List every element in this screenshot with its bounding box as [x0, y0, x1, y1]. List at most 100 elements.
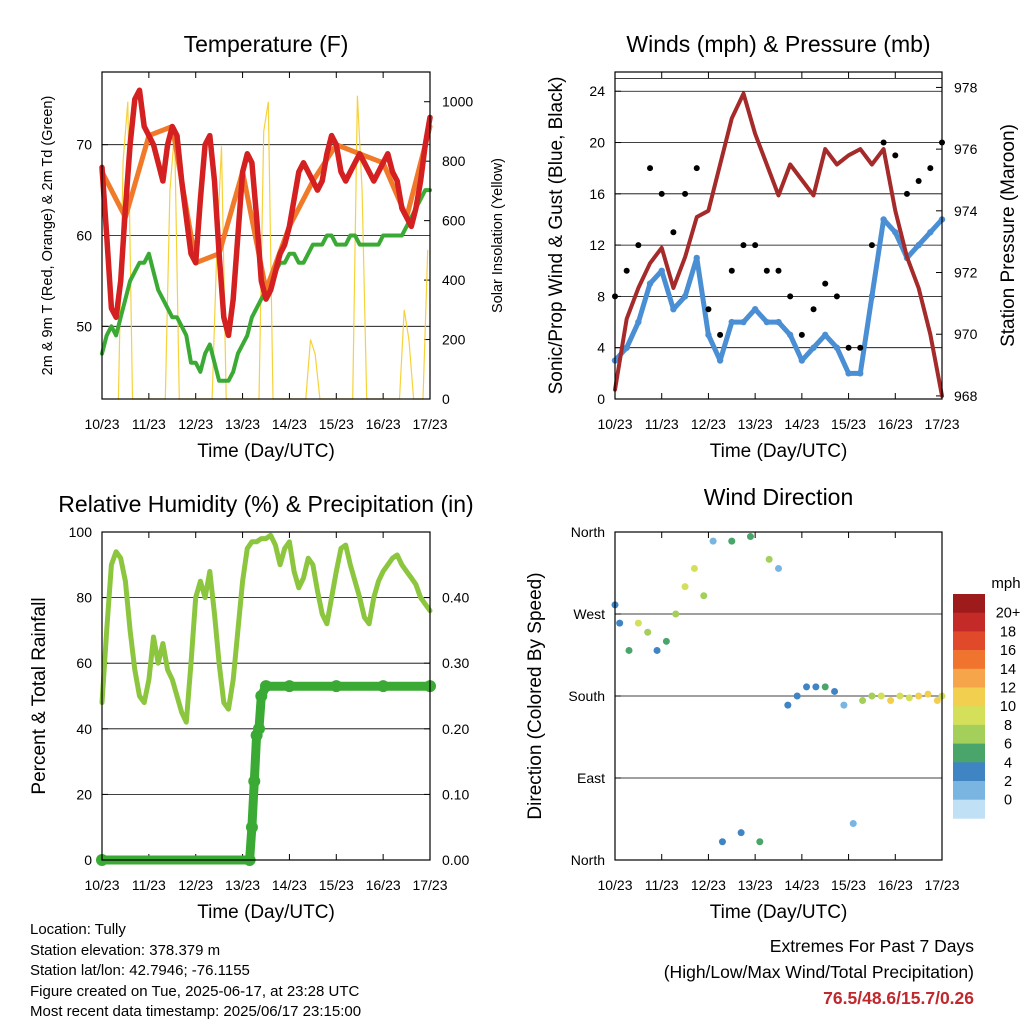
wind-point	[728, 318, 735, 326]
colorbar-swatch	[953, 687, 985, 707]
y2-tick-label: 0.40	[442, 590, 469, 606]
x-tick-label: 10/23	[597, 416, 632, 432]
wind-point	[915, 241, 922, 249]
y-tick-label: 60	[76, 655, 92, 671]
y-tick-label: 20	[76, 786, 92, 802]
x-axis-label: Time (Day/UTC)	[197, 902, 335, 923]
panel-title: Relative Humidity (%) & Precipitation (i…	[58, 491, 473, 517]
y-tick-label: 12	[589, 237, 605, 253]
gust-point	[670, 229, 677, 236]
wind-point	[822, 331, 829, 339]
colorbar-label: 2	[1004, 774, 1012, 790]
direction-point	[905, 694, 913, 702]
rh-series	[99, 532, 433, 725]
y2-tick-label: 972	[954, 265, 978, 281]
direction-point	[793, 692, 801, 700]
direction-point	[924, 690, 932, 698]
gust-point	[658, 190, 665, 197]
y2-tick-label: 0.30	[442, 655, 469, 671]
station-info: Location: Tully Station elevation: 378.3…	[30, 920, 361, 1023]
x-tick-label: 14/23	[784, 416, 819, 432]
colorbar-swatch	[953, 631, 985, 651]
x-tick-label: 15/23	[831, 877, 866, 893]
plot-border	[101, 531, 431, 861]
y-tick-label: South	[568, 688, 605, 704]
y-tick-label: 20	[589, 135, 605, 151]
colorbar-label: 8	[1004, 718, 1012, 734]
panel-1: Temperature (F) 10/23 11/23 12/23 13/23 14/23…	[40, 31, 506, 462]
y2-axis-label: Solar Insolation (Yellow)	[490, 158, 506, 313]
y-tick-label: 16	[589, 186, 605, 202]
y-tick-label: West	[573, 606, 605, 622]
wind-point	[670, 306, 677, 313]
wind-point	[658, 267, 665, 274]
plot-border	[101, 71, 431, 400]
direction-point	[831, 687, 839, 695]
y-axis-label: Sonic/Prop Wind & Gust (Blue, Black)	[546, 77, 567, 395]
elevation-text: Station elevation: 378.379 m	[30, 941, 221, 959]
colorbar-label: 6	[1004, 737, 1012, 753]
direction-point	[765, 555, 773, 563]
speed-colorbar: mph 20+ 18 16 14 12 10 8 6 4 2 0	[953, 575, 1021, 819]
extremes-title: Extremes For Past 7 Days	[769, 936, 974, 956]
latlon-text: Station lat/lon: 42.7946; -76.1155	[30, 962, 250, 979]
extremes-box: Extremes For Past 7 Days (High/Low/Max W…	[664, 933, 974, 1011]
gust-point	[927, 165, 934, 172]
wind-point	[740, 318, 747, 326]
colorbar-swatch	[953, 762, 985, 782]
gust-point	[810, 306, 817, 313]
direction-point	[728, 537, 736, 545]
colorbar-label: 14	[1000, 662, 1016, 678]
rain-point	[255, 690, 268, 702]
extremes-subtitle: (High/Low/Max Wind/Total Precipitation)	[663, 962, 974, 982]
wind-point	[868, 293, 876, 300]
y-tick-label: 0	[597, 391, 605, 407]
x-tick-label: 10/23	[84, 877, 119, 893]
x-tick-label: 15/23	[319, 877, 354, 893]
direction-point	[812, 683, 820, 691]
x-tick-label: 10/23	[597, 877, 632, 893]
y2-tick-label: 400	[442, 272, 466, 288]
gust-point	[915, 178, 922, 184]
y2-tick-label: 0.10	[442, 786, 469, 802]
x-tick-label: 12/23	[178, 877, 213, 893]
x-tick-label: 12/23	[178, 416, 213, 432]
x-tick-label: 13/23	[738, 877, 773, 893]
direction-point	[700, 592, 708, 600]
y2-tick-label: 800	[442, 153, 466, 169]
panel-title: Temperature (F)	[184, 31, 349, 57]
wind-point	[892, 229, 899, 236]
direction-point	[849, 820, 857, 828]
y-tick-label: 50	[76, 318, 92, 334]
y-tick-label: North	[571, 524, 605, 540]
direction-point	[718, 838, 726, 846]
rain-point	[245, 821, 258, 834]
gust-point	[705, 306, 712, 313]
panel-title: Wind Direction	[704, 484, 854, 510]
gust-point	[752, 242, 759, 249]
wind-point	[798, 357, 806, 364]
panel-2: Winds (mph) & Pressure (mb) 10/23 11/23 12/…	[546, 31, 1019, 462]
y-tick-label: 80	[76, 590, 92, 606]
colorbar-swatch	[953, 724, 985, 744]
x-tick-label: 17/23	[924, 877, 959, 893]
wind-point	[927, 229, 934, 236]
y2-tick-label: 970	[954, 326, 978, 342]
x-axis-label: Time (Day/UTC)	[197, 441, 335, 462]
gust-point	[635, 242, 642, 249]
colorbar-label: 0	[1004, 793, 1012, 809]
direction-point	[915, 692, 923, 700]
x-tick-label: 13/23	[225, 877, 260, 893]
direction-point	[840, 701, 848, 709]
y2-tick-label: 974	[954, 203, 978, 219]
colorbar-label: 16	[1000, 643, 1016, 659]
direction-point	[653, 646, 661, 654]
x-tick-label: 16/23	[878, 416, 913, 432]
gust-point	[892, 152, 899, 159]
colorbar-swatch	[953, 594, 985, 613]
x-tick-label: 13/23	[738, 416, 773, 432]
plot-border	[614, 71, 943, 400]
gust-point	[775, 267, 782, 274]
x-tick-label: 16/23	[366, 416, 401, 432]
